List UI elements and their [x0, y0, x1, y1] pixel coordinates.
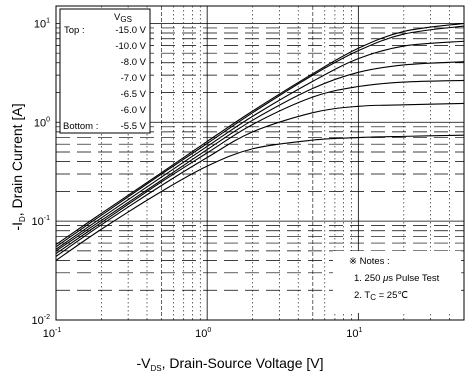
series-line-5 [55, 79, 465, 255]
series-line-2 [55, 25, 465, 248]
x-tick-label: 101 [346, 327, 362, 340]
legend-header: VGS [114, 12, 132, 24]
notes-frame [333, 251, 461, 313]
notes-line-1: 1. 250 μs Pulse Test [354, 273, 440, 284]
legend-entry: -7.0 V [121, 73, 147, 84]
series-curves [55, 22, 465, 261]
notes-title: ※ Notes : [349, 256, 390, 267]
legend-entry: -15.0 V [115, 25, 146, 36]
y-tick-label: 101 [34, 17, 50, 30]
legend-box [59, 8, 151, 134]
legend-entry: -8.0 V [121, 57, 147, 68]
y-tick-label: 10-2 [32, 314, 51, 327]
legend-bottom-label: Bottom : [63, 121, 98, 132]
notes-box: ※ Notes : 1. 250 μs Pulse Test 2. TC = 2… [333, 251, 461, 313]
y-axis-label: -ID, Drain Current [A] [9, 103, 27, 230]
x-tick-label: 10-1 [43, 327, 62, 340]
legend-entry: -6.5 V [121, 89, 147, 100]
plot-frame [55, 5, 465, 321]
legend-entry: -10.0 V [115, 41, 146, 52]
legend: VGS Top : Bottom : -15.0 V-10.0 V-8.0 V-… [59, 8, 151, 134]
notes-line-2: 2. TC = 25℃ [354, 290, 408, 302]
legend-entry: -6.0 V [121, 105, 147, 116]
y-tick-label: 10-1 [32, 215, 51, 228]
legend-entry: -5.5 V [121, 121, 147, 132]
legend-top-label: Top : [64, 25, 85, 36]
series-line-3 [55, 40, 465, 250]
y-tick-label: 100 [34, 116, 50, 129]
series-line-7 [55, 134, 465, 261]
series-line-6 [55, 102, 465, 257]
x-axis-label: -VDS, Drain-Source Voltage [V] [137, 355, 324, 373]
grid [55, 6, 465, 321]
x-tick-label: 100 [195, 327, 211, 340]
legend-entries: -15.0 V -10.0 V -8.0 V -7.0 V -6.5 V -6.0 V -5… [115, 25, 146, 132]
series-line-1 [55, 22, 465, 245]
series-line-4 [55, 61, 465, 252]
